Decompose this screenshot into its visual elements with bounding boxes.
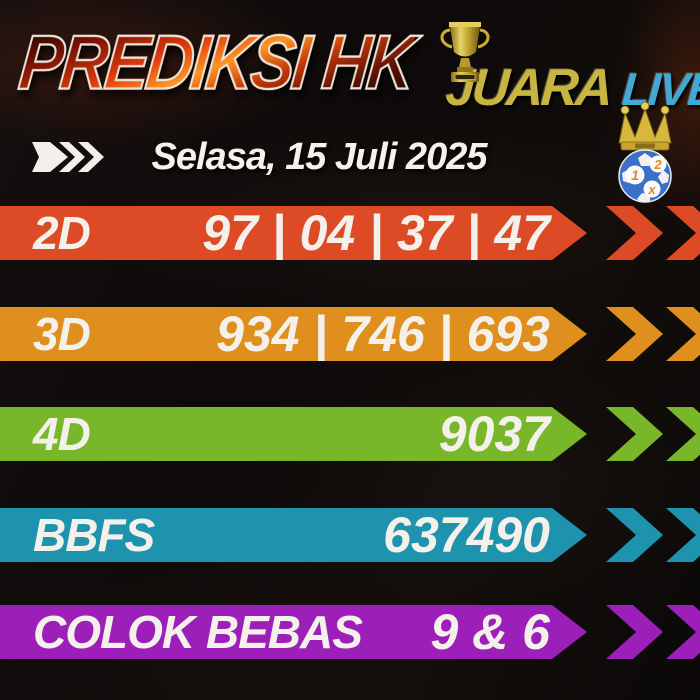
svg-text:1: 1	[631, 167, 639, 183]
banner-bar: 2D 97 | 04 | 37 | 47	[0, 205, 587, 261]
prediction-row-2d: 2D 97 | 04 | 37 | 47	[0, 206, 700, 260]
svg-text:2: 2	[653, 157, 662, 172]
row-value: 637490	[383, 507, 550, 563]
crown-soccer-ball-icon: 1 2 x	[618, 101, 672, 203]
row-value: 9037	[438, 406, 550, 462]
banner-bar: 3D 934 | 746 | 693	[0, 306, 587, 362]
prediction-row-colok-bebas: COLOK BEBAS 9 & 6	[0, 605, 700, 659]
banner-bar: COLOK BEBAS 9 & 6	[0, 604, 587, 660]
banner-bar: BBFS 637490	[0, 507, 587, 563]
svg-text:x: x	[647, 182, 656, 197]
triple-chevron-right-icon	[32, 142, 108, 172]
prediction-row-bbfs: BBFS 637490	[0, 508, 700, 562]
row-label: 3D	[33, 308, 91, 360]
page-title: PREDIKSI HK	[14, 18, 418, 106]
row-value: 9 & 6	[430, 604, 550, 660]
row-value: 934 | 746 | 693	[216, 306, 550, 362]
prediction-row-3d: 3D 934 | 746 | 693	[0, 307, 700, 361]
row-label: 4D	[33, 408, 91, 460]
row-label: BBFS	[33, 509, 155, 561]
row-label: 2D	[33, 207, 91, 259]
date-label: Selasa, 15 Juli 2025	[151, 136, 488, 178]
row-label: COLOK BEBAS	[33, 606, 363, 658]
trophy-icon	[440, 22, 490, 82]
prediction-row-4d: 4D 9037	[0, 407, 700, 461]
row-value: 97 | 04 | 37 | 47	[202, 205, 550, 261]
banner-bar: 4D 9037	[0, 406, 587, 462]
